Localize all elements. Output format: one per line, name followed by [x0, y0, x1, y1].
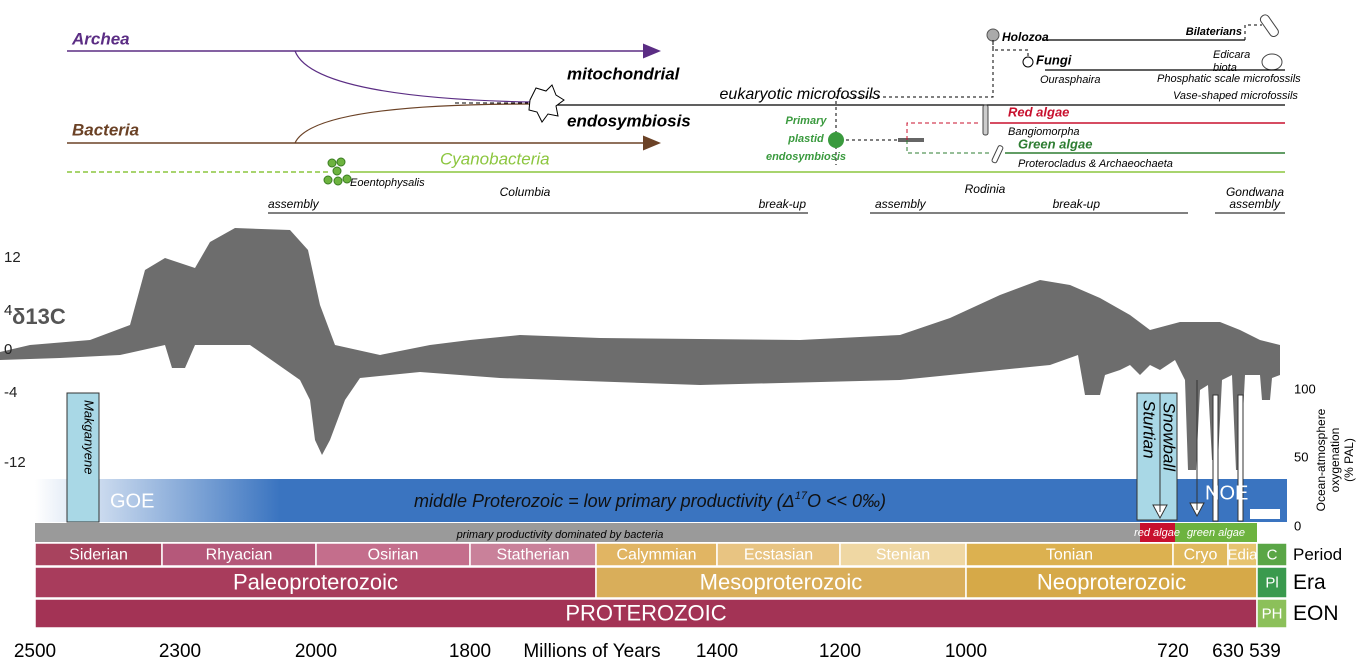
y-tick-label: -4 — [4, 384, 17, 401]
label: oxygenation — [1328, 428, 1342, 493]
timescale-label: Siderian — [69, 547, 128, 564]
noe-marker — [1250, 509, 1280, 519]
label: primary productivity dominated by bacter… — [456, 529, 664, 541]
label: GOE — [110, 490, 154, 512]
label: assembly — [875, 197, 927, 211]
timescale-label: Neoproterozoic — [1037, 569, 1186, 594]
timescale-label: Osirian — [368, 547, 419, 564]
x-tick-label: 630 — [1212, 641, 1244, 662]
holozoa-icon — [987, 29, 999, 41]
y2-tick-label: 0 — [1294, 518, 1301, 533]
y-tick-label: 12 — [4, 249, 21, 266]
label: break-up — [759, 197, 807, 211]
row-label: Period — [1293, 545, 1342, 564]
timescale-label: C — [1267, 546, 1278, 563]
label: Proterocladus & Archaeochaeta — [1018, 158, 1173, 170]
timescale-label: Edia — [1227, 546, 1258, 563]
label: Primary — [786, 115, 828, 127]
x-tick-label: 539 — [1249, 641, 1281, 662]
x-tick-label: 720 — [1157, 641, 1189, 662]
fungi-icon — [1023, 57, 1033, 67]
label: Archea — [71, 29, 130, 48]
timescale-label: Statherian — [497, 547, 570, 564]
timescale-label: Cryo — [1184, 547, 1218, 564]
label: Columbia — [500, 185, 551, 199]
x-axis-title: Millions of Years — [523, 641, 660, 662]
timescale-label: PH — [1262, 605, 1283, 622]
label: assembly — [268, 197, 320, 211]
plastid-icon — [828, 132, 844, 148]
label: Green algae — [1018, 136, 1092, 151]
plastid-range — [898, 138, 924, 142]
label: NOE — [1205, 482, 1248, 504]
label: assembly — [1229, 197, 1281, 211]
x-tick-label: 1800 — [449, 641, 491, 662]
timescale-label: PROTEROZOIC — [565, 600, 726, 625]
label: endosymbiosis — [766, 151, 846, 163]
label: Eoentophysalis — [350, 177, 425, 189]
label: Holozoa — [1002, 30, 1049, 44]
figure: Archea Bacteria Cyanobacteria Eoentophys… — [0, 0, 1364, 664]
ediacara-icon — [1262, 54, 1282, 70]
label: Cyanobacteria — [440, 149, 550, 168]
label: Fungi — [1036, 52, 1072, 67]
timescale-label: Rhyacian — [206, 547, 273, 564]
label: Rodinia — [965, 182, 1006, 196]
label: Ocean-atmosphere — [1314, 408, 1328, 511]
label: Edicara — [1213, 49, 1250, 61]
label: middle Proterozoic = low primary product… — [414, 490, 886, 511]
y2-tick-label: 50 — [1294, 449, 1308, 464]
y-tick-label: 0 — [4, 341, 12, 358]
label: red algae — [1134, 527, 1180, 539]
label: plastid — [787, 133, 824, 145]
label: (% PAL) — [1342, 438, 1356, 482]
label: Bacteria — [72, 120, 139, 139]
y-tick-label: -12 — [4, 454, 26, 471]
timescale-label: Tonian — [1046, 547, 1093, 564]
timescale: Siderian Rhyacian Osirian Statherian Calymmi… — [35, 543, 1342, 628]
bangiomorpha-icon — [983, 105, 988, 135]
x-tick-label: 2000 — [295, 641, 337, 662]
y-tick-label: 4 — [4, 302, 12, 319]
timescale-label: Ecstasian — [744, 547, 813, 564]
timescale-label: Paleoproterozoic — [233, 569, 398, 594]
x-tick-label: 1000 — [945, 641, 987, 662]
label: green algae — [1187, 527, 1245, 539]
label: Snowball — [1160, 402, 1179, 472]
row-label: EON — [1293, 602, 1339, 625]
label: Red algae — [1008, 104, 1069, 119]
label: eukaryotic microfossils — [720, 86, 881, 103]
timescale-label: Stenian — [876, 547, 930, 564]
label: Vase-shaped microfossils — [1173, 90, 1298, 102]
timescale-label: Mesoproterozoic — [700, 569, 863, 594]
text: O << 0‰) — [807, 491, 886, 511]
label: Ourasphaira — [1040, 74, 1101, 86]
superscript: 17 — [795, 490, 808, 502]
label: endosymbiosis — [567, 111, 691, 130]
label: mitochondrial — [567, 64, 681, 83]
x-tick-label: 1400 — [696, 641, 738, 662]
y2-tick-label: 100 — [1294, 381, 1316, 396]
row-label: Era — [1293, 571, 1326, 594]
label: Phosphatic scale microfossils — [1157, 73, 1301, 85]
x-tick-label: 2300 — [159, 641, 201, 662]
text: middle Proterozoic = low primary product… — [414, 491, 795, 511]
x-tick-label: 1200 — [819, 641, 861, 662]
label: Makganyene — [82, 400, 97, 474]
timescale-label: Calymmian — [616, 547, 696, 564]
axis-label: δ13C — [12, 304, 66, 329]
label: break-up — [1053, 197, 1101, 211]
label: Bilaterians — [1186, 26, 1242, 38]
timescale-label: Pl — [1265, 574, 1278, 591]
x-tick-label: 2500 — [14, 641, 56, 662]
label: Sturtian — [1140, 400, 1159, 459]
